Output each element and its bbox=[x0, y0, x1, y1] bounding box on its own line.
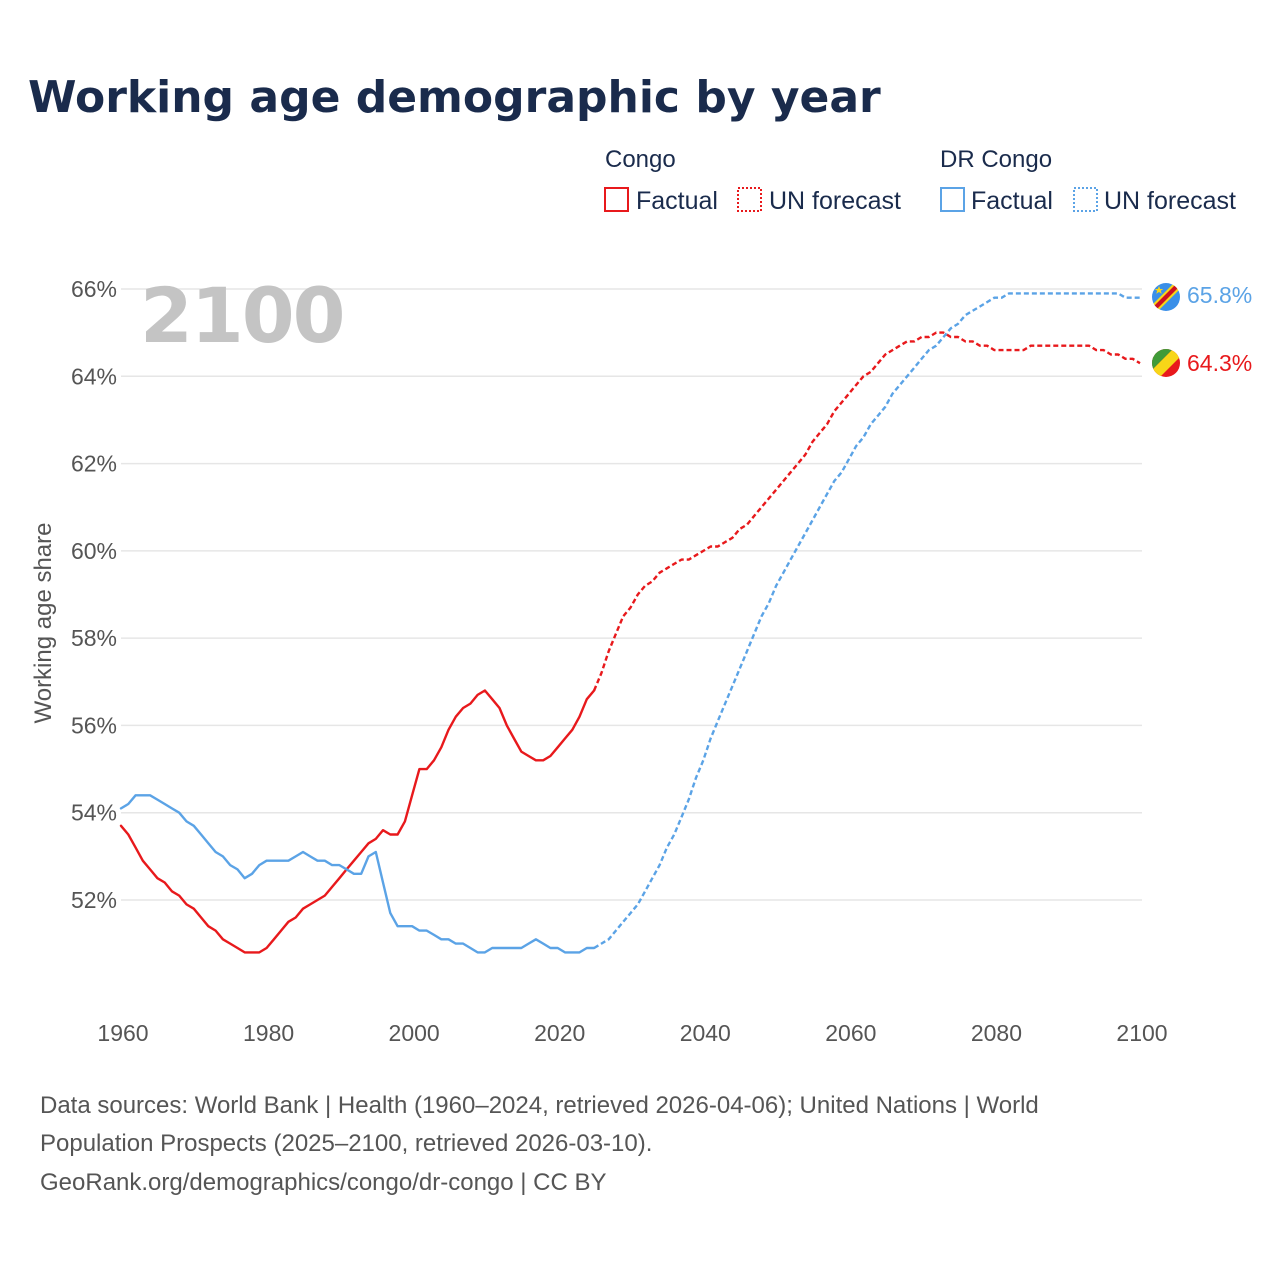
source-line-1: Data sources: World Bank | Health (1960–… bbox=[40, 1092, 1039, 1119]
legend-label-drcongo-factual[interactable]: Factual bbox=[971, 187, 1053, 215]
x-tick-label: 1960 bbox=[97, 1020, 148, 1046]
x-tick-label: 2060 bbox=[825, 1020, 876, 1046]
legend-label-congo-factual[interactable]: Factual bbox=[636, 187, 718, 215]
source-line-2: Population Prospects (2025–2100, retriev… bbox=[40, 1130, 652, 1157]
series-layer bbox=[119, 292, 1141, 954]
x-tick-label: 1980 bbox=[243, 1020, 294, 1046]
current-year-watermark: 2100 bbox=[140, 271, 344, 360]
y-axis-title: Working age share bbox=[30, 523, 57, 724]
y-tick-label: 56% bbox=[71, 712, 117, 738]
series-line-congo-factual[interactable] bbox=[119, 689, 596, 954]
series-line-congo-forecast[interactable] bbox=[592, 331, 1141, 691]
chart-title: Working age demographic by year bbox=[28, 72, 881, 123]
legend-group-title-drcongo: DR Congo bbox=[940, 146, 1052, 173]
series-line-dr-congo-factual[interactable] bbox=[119, 794, 596, 954]
legend-swatch-congo-forecast bbox=[737, 187, 762, 212]
flag-congo-icon bbox=[1152, 349, 1180, 377]
x-tick-label: 2040 bbox=[680, 1020, 731, 1046]
y-tick-label: 64% bbox=[71, 363, 117, 389]
x-tick-label: 2080 bbox=[971, 1020, 1022, 1046]
legend-swatch-drcongo-forecast bbox=[1073, 187, 1098, 212]
x-axis-ticks: 1960 1980 2000 2020 2040 2060 2080 2100 bbox=[97, 1020, 1167, 1046]
y-tick-label: 58% bbox=[71, 625, 117, 651]
end-label-dr-congo: 65.8% bbox=[1187, 282, 1252, 308]
gridlines bbox=[121, 288, 1142, 901]
legend: Congo Factual UN forecast DR Congo Factu… bbox=[604, 146, 1236, 215]
y-tick-label: 62% bbox=[71, 451, 117, 477]
legend-group-title-congo: Congo bbox=[605, 146, 676, 173]
flag-dr-congo-icon bbox=[1152, 283, 1180, 311]
x-tick-label: 2100 bbox=[1116, 1020, 1167, 1046]
y-tick-label: 60% bbox=[71, 538, 117, 564]
legend-swatch-congo-factual bbox=[604, 187, 629, 212]
x-tick-label: 2000 bbox=[389, 1020, 440, 1046]
y-tick-label: 66% bbox=[71, 276, 117, 302]
source-line-3[interactable]: GeoRank.org/demographics/congo/dr-congo … bbox=[40, 1169, 607, 1196]
series-line-dr-congo-forecast[interactable] bbox=[593, 292, 1140, 950]
legend-swatch-drcongo-factual bbox=[940, 187, 965, 212]
y-tick-label: 52% bbox=[71, 887, 117, 913]
end-label-congo: 64.3% bbox=[1187, 350, 1252, 376]
y-axis-ticks: 52% 54% 56% 58% 60% 62% 64% 66% bbox=[71, 276, 117, 913]
y-tick-label: 54% bbox=[71, 800, 117, 826]
legend-label-drcongo-forecast[interactable]: UN forecast bbox=[1104, 187, 1236, 215]
x-tick-label: 2020 bbox=[534, 1020, 585, 1046]
legend-label-congo-forecast[interactable]: UN forecast bbox=[769, 187, 901, 215]
